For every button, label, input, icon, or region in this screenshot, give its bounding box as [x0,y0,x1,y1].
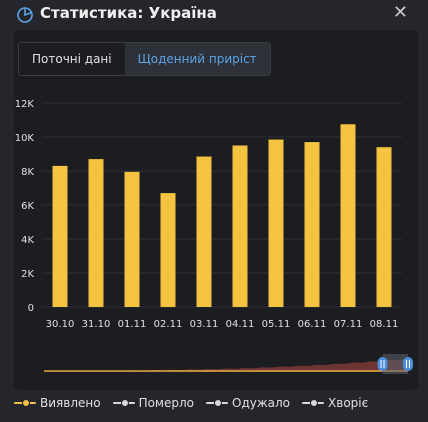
x-tick-label: 30.10 [46,319,75,330]
window-title: Статистика: Україна [40,4,217,22]
bar[interactable] [196,156,212,307]
bar[interactable] [376,147,392,307]
y-tick-label: 12K [15,99,35,110]
legend-label: Померло [138,396,194,410]
x-axis-ticks: 30.10 31.10 01.11 02.11 03.11 04.11 05.11 06.11… [46,319,399,330]
legend-dot [310,399,319,407]
x-tick-label: 08.11 [370,319,399,330]
x-tick-label: 06.11 [298,319,327,330]
close-icon[interactable]: ✕ [392,2,408,23]
legend-label: Одужало [232,396,291,410]
tab-daily-growth[interactable]: Щоденний приріст [124,43,270,75]
y-tick-label: 4K [21,235,34,246]
x-tick-label: 02.11 [154,319,183,330]
y-tick-label: 6K [21,201,34,212]
bar[interactable] [340,124,356,307]
legend-marker-icon [206,398,228,408]
bars [52,124,392,308]
bar[interactable] [124,171,140,307]
legend-dot [214,399,222,407]
bar[interactable] [232,145,248,308]
navigator-area [44,358,408,372]
y-tick-label: 0 [28,303,34,314]
x-tick-label: 01.11 [118,319,147,330]
range-navigator[interactable] [44,354,413,374]
legend-dot [22,399,30,407]
legend-item-detected[interactable]: Виявлено [14,396,101,410]
legend-marker-icon [112,398,135,408]
chart-panel: Поточні дані Щоденний приріст [14,30,418,390]
x-tick-label: 04.11 [226,319,255,330]
navigator-selection[interactable] [382,354,408,374]
y-axis-ticks: 0 2K 4K 6K 8K 10K 12K [15,99,35,314]
x-tick-label: 05.11 [262,319,291,330]
bar[interactable] [304,142,320,307]
tab-current-data[interactable]: Поточні дані [19,43,125,75]
bar[interactable] [160,193,176,307]
y-tick-label: 8K [21,167,34,178]
x-tick-label: 31.10 [82,319,111,330]
legend: Виявлено Померло Одужало Хворіє [14,396,380,410]
y-tick-label: 2K [21,269,34,280]
legend-marker-icon [302,398,325,408]
bar-chart: 0 2K 4K 6K 8K 10K 12K 30.10 31.10 01.11 02.11 03.1… [15,99,413,374]
y-tick-label: 10K [15,133,35,144]
navigator-handle[interactable] [377,357,388,371]
x-tick-label: 03.11 [190,319,219,330]
legend-label: Хворіє [328,396,369,410]
legend-marker-icon [14,398,36,408]
x-tick-label: 07.11 [334,319,363,330]
legend-item-recovered[interactable]: Одужало [206,396,290,410]
legend-item-died[interactable]: Померло [112,396,194,410]
pie-chart-icon [17,7,33,23]
bar[interactable] [88,159,104,307]
navigator-handle[interactable] [403,357,413,371]
tab-bar: Поточні дані Щоденний приріст [18,42,271,76]
legend-label: Виявлено [40,396,101,410]
legend-dot [120,399,129,407]
header: Статистика: Україна ✕ [0,0,428,30]
legend-item-sick[interactable]: Хворіє [302,396,368,410]
bar[interactable] [268,139,284,307]
bar[interactable] [52,165,68,307]
